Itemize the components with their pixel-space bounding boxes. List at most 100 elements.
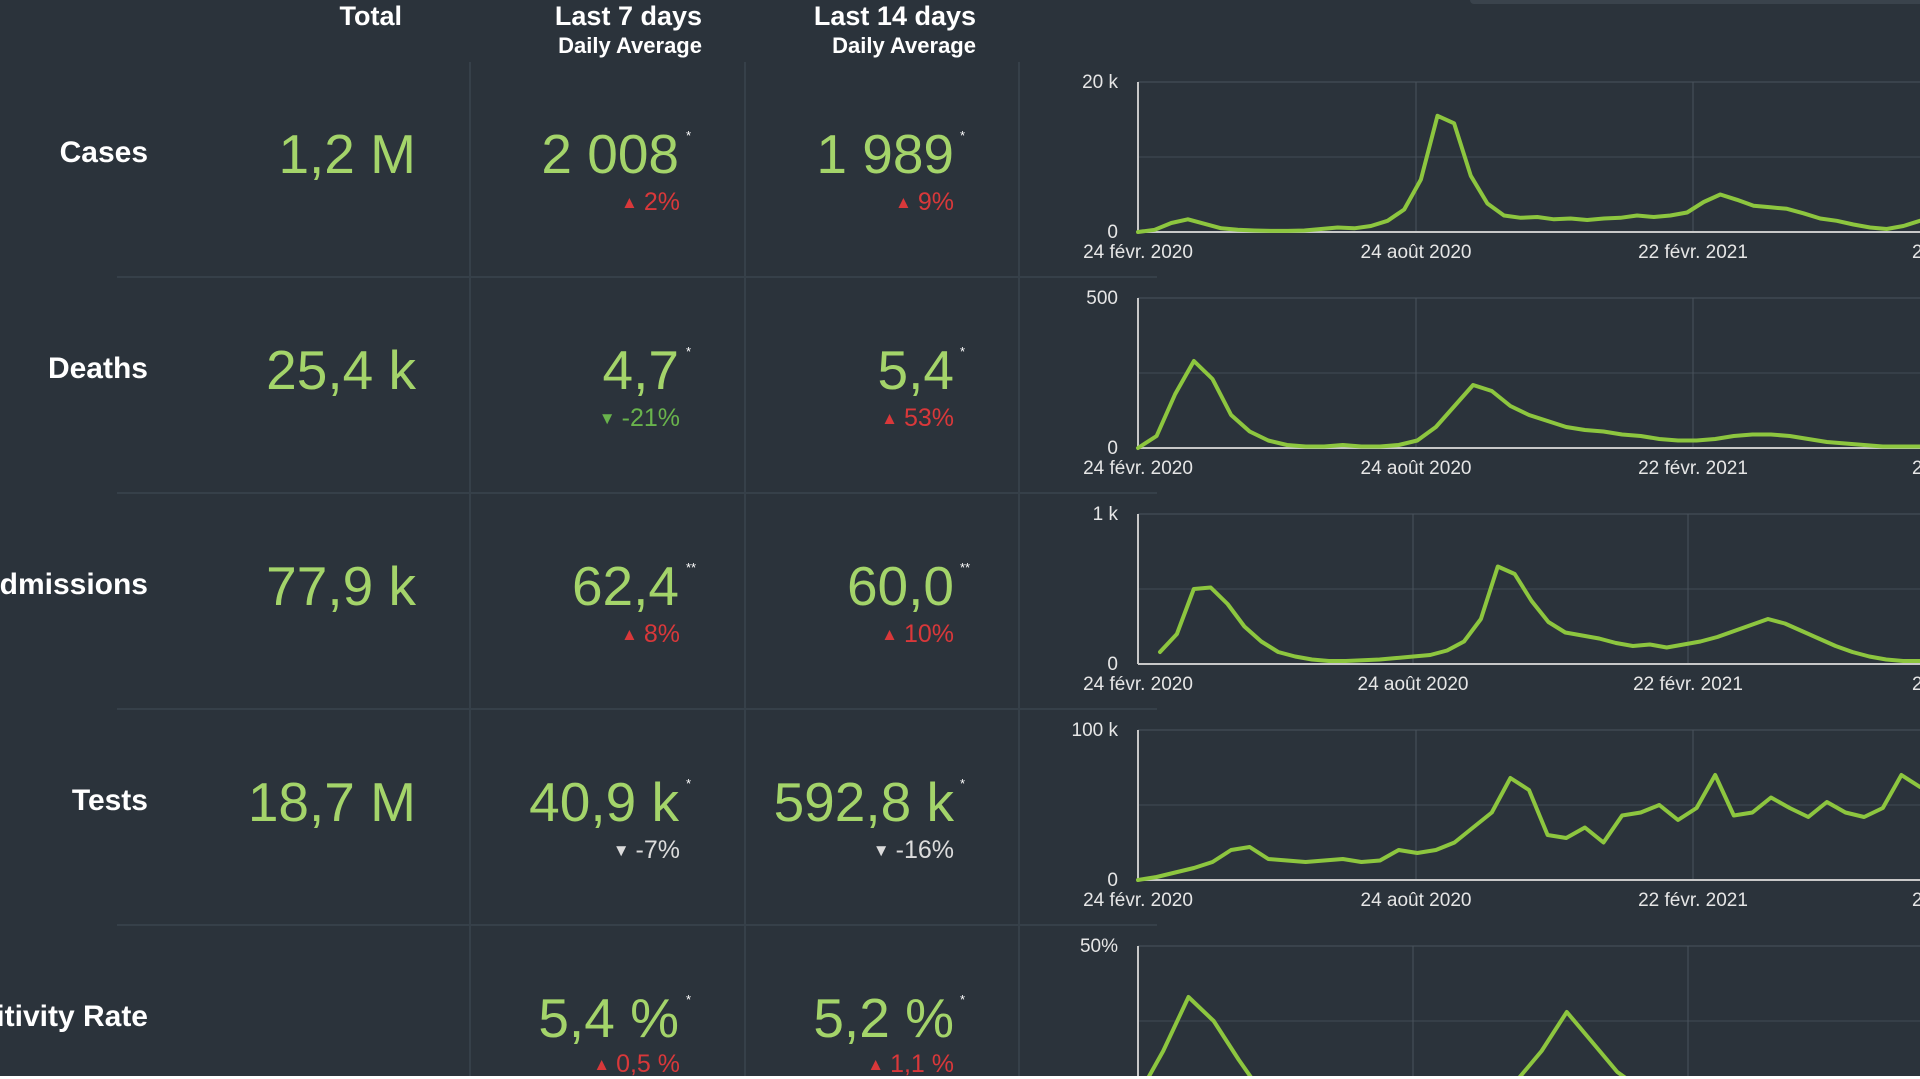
row-label-deaths: Deaths	[47, 352, 148, 385]
header-last14-title: Last 14 days	[813, 1, 976, 31]
arrow-up-icon: ▲	[621, 193, 638, 212]
cases-last14-footnote-mark: *	[960, 128, 966, 143]
deaths-last14-value: 5,4	[877, 339, 954, 401]
cases-total-value: 1,2 M	[278, 123, 416, 185]
row-label-admissions: Admissions	[0, 568, 148, 601]
tests-total-value: 18,7 M	[247, 771, 416, 833]
y-tick-label: 50%	[1080, 936, 1118, 957]
positivity-last7-change: ▲ 0,5 %	[593, 1050, 680, 1079]
cases-last7-value: 2 008	[541, 123, 679, 185]
row-divider	[117, 708, 1157, 710]
x-tick-label: 24 févr. 2020	[1083, 890, 1193, 911]
cases-last7-change-text: 2%	[643, 188, 680, 216]
row-divider	[117, 276, 1157, 278]
cases-last14-value: 1 989	[816, 123, 954, 185]
tests-last7-change: ▼ -7%	[613, 836, 680, 865]
positivity-last14-change-text: 1,1 %	[890, 1050, 954, 1078]
x-tick-label: 24 août 2020	[1361, 890, 1472, 911]
arrow-up-icon: ▲	[895, 193, 912, 212]
x-tick-label: 23	[1912, 674, 1920, 695]
column-divider	[744, 62, 746, 1079]
deaths-last7-value: 4,7	[602, 339, 679, 401]
tests-last7-change-text: -7%	[635, 836, 680, 864]
y-tick-label: 0	[1107, 438, 1118, 459]
tests-last14-change-text: -16%	[895, 836, 954, 864]
row-divider	[117, 924, 1157, 926]
panel-top-edge	[1470, 0, 1920, 4]
tests-last14-value: 592,8 k	[773, 771, 954, 833]
admissions-last7-change-text: 8%	[643, 620, 680, 648]
header-total: Total	[340, 0, 403, 32]
arrow-up-icon: ▲	[881, 625, 898, 644]
series-line	[1136, 773, 1920, 882]
y-tick-label: 0	[1107, 654, 1118, 675]
admissions-last14-footnote-mark: **	[960, 560, 971, 575]
series-line	[1158, 564, 1920, 663]
column-divider	[1018, 62, 1020, 1079]
x-tick-label: 24 févr. 2020	[1083, 674, 1193, 695]
deaths-total-value: 25,4 k	[266, 339, 416, 401]
admissions-last14-change-text: 10%	[903, 620, 954, 648]
deaths-last7-change: ▼ -21%	[599, 404, 680, 433]
x-tick-label: 22 févr. 2021	[1638, 242, 1748, 263]
y-tick-label: 20 k	[1082, 72, 1118, 93]
row-divider	[117, 492, 1157, 494]
positivity-last14-footnote-mark: *	[960, 992, 966, 1007]
header-last7-subtitle: Daily Average	[558, 33, 702, 58]
header-last14-subtitle: Daily Average	[832, 33, 976, 58]
admissions-last7-footnote-mark: **	[686, 560, 697, 575]
x-tick-label: 2	[1912, 458, 1920, 479]
arrow-down-icon: ▼	[598, 409, 616, 428]
admissions-total-value: 77,9 k	[266, 555, 416, 617]
cases-last14-change-text: 9%	[917, 188, 954, 216]
series-line	[1136, 359, 1920, 450]
tests-last14-change: ▼ -16%	[873, 836, 954, 865]
positivity-last14-value: 5,2 %	[813, 987, 954, 1049]
x-tick-label: 24 août 2020	[1361, 458, 1472, 479]
tests-last7-footnote-mark: *	[686, 776, 692, 791]
header-total-label: Total	[339, 1, 403, 31]
deaths-last14-change: ▲ 53%	[881, 404, 954, 433]
cases-last7-change: ▲ 2%	[621, 188, 680, 217]
positivity-last7-value: 5,4 %	[538, 987, 679, 1049]
header-last7: Last 7 days Daily Average	[555, 0, 702, 60]
positivity-last7-change-text: 0,5 %	[616, 1050, 680, 1078]
arrow-up-icon: ▲	[621, 625, 638, 644]
series-line	[1136, 113, 1920, 234]
x-tick-label: 22 févr. 2021	[1633, 674, 1743, 695]
row-label-cases: Cases	[59, 136, 148, 169]
x-tick-label: 22 févr. 2021	[1638, 890, 1748, 911]
x-tick-label: 24 févr. 2020	[1083, 458, 1193, 479]
deaths-last14-change-text: 53%	[903, 404, 954, 432]
cases-last7-footnote-mark: *	[686, 128, 692, 143]
y-tick-label: 0	[1107, 870, 1118, 891]
x-tick-label: 24 févr. 2020	[1083, 242, 1193, 263]
arrow-up-icon: ▲	[867, 1055, 885, 1074]
cases-last14-change: ▲ 9%	[895, 188, 954, 217]
bottom-border	[0, 1076, 1920, 1079]
y-tick-label: 100 k	[1072, 720, 1119, 741]
header-last7-title: Last 7 days	[554, 1, 702, 31]
admissions-last7-change: ▲ 8%	[621, 620, 680, 649]
arrow-up-icon: ▲	[593, 1055, 611, 1074]
x-tick-label: 2	[1912, 242, 1920, 263]
tests-last7-value: 40,9 k	[529, 771, 679, 833]
x-tick-label: 22 févr. 2021	[1638, 458, 1748, 479]
row-label-tests: Tests	[71, 784, 148, 817]
admissions-last7-value: 62,4	[571, 555, 679, 617]
admissions-last14-value: 60,0	[846, 555, 954, 617]
series-line	[1145, 995, 1631, 1079]
y-tick-label: 0	[1107, 222, 1118, 243]
y-tick-label: 1 k	[1093, 504, 1119, 525]
arrow-down-icon: ▼	[612, 841, 630, 860]
header-last14: Last 14 days Daily Average	[814, 0, 976, 60]
arrow-down-icon: ▼	[872, 841, 890, 860]
y-tick-label: 500	[1086, 288, 1118, 309]
deaths-last7-change-text: -21%	[621, 404, 680, 432]
tests-last14-footnote-mark: *	[960, 776, 966, 791]
x-tick-label: 24 août 2020	[1358, 674, 1469, 695]
x-tick-label: 2	[1912, 890, 1920, 911]
arrow-up-icon: ▲	[881, 409, 898, 428]
column-divider	[469, 62, 471, 1079]
